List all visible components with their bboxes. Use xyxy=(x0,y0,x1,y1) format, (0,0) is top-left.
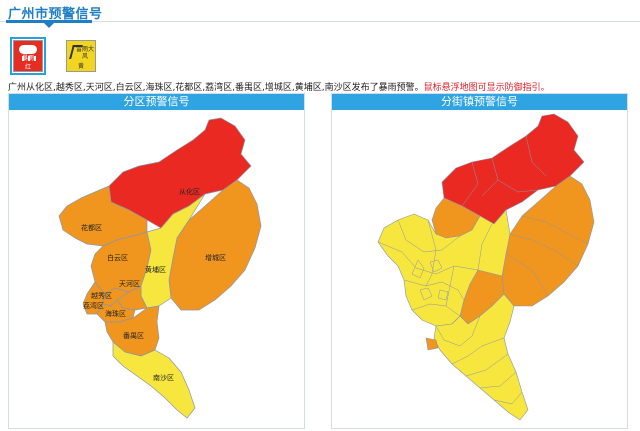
panel-title-district: 分区预警信号 xyxy=(9,94,304,110)
warning-notice: 广州从化区,越秀区,天河区,白云区,海珠区,花都区,荔湾区,番禺区,增城区,黄埔… xyxy=(8,80,636,93)
district-huangpu[interactable] xyxy=(140,193,206,309)
label-haizhu: 海珠区 xyxy=(105,309,126,318)
cloud-icon xyxy=(19,45,37,54)
raindrop xyxy=(28,56,30,61)
label-huadu: 花都区 xyxy=(81,223,102,232)
label-nansha: 南沙区 xyxy=(153,373,174,382)
page-title: 广州市预警信号 xyxy=(8,7,103,22)
district-warning-map[interactable]: 从化区 花都区 增城区 白云区 黄埔区 天河区 越秀区 荔湾区 海珠区 番禺区 … xyxy=(9,110,304,428)
label-liwan: 荔湾区 xyxy=(83,301,104,310)
town-warning-map[interactable] xyxy=(332,110,627,428)
town-region-east-orange[interactable] xyxy=(501,175,595,307)
raindrop xyxy=(34,56,36,61)
title-caret xyxy=(44,23,54,28)
town-warning-panel: 分街镇预警信号 xyxy=(331,93,628,429)
title-underline xyxy=(6,20,92,23)
town-boundaries xyxy=(377,135,589,405)
label-huangpu: 黄埔区 xyxy=(145,265,166,274)
raindrop xyxy=(22,56,24,61)
thunderstorm-wind-warning-icon[interactable]: 雷雨大风 黄 xyxy=(66,40,96,72)
label-tianhe: 天河区 xyxy=(119,280,140,288)
notice-text: 广州从化区,越秀区,天河区,白云区,海珠区,花都区,荔湾区,番禺区,增城区,黄埔… xyxy=(8,83,424,93)
town-region-small-orange[interactable] xyxy=(425,337,439,351)
warning-icon-level: 红 xyxy=(24,64,31,71)
district-nansha[interactable] xyxy=(112,341,196,419)
page-header: 广州市预警信号 xyxy=(0,0,640,28)
label-conghua: 从化区 xyxy=(179,187,200,196)
notice-hint: 鼠标悬浮地图可显示防御指引。 xyxy=(423,83,550,93)
label-yuexiu: 越秀区 xyxy=(91,291,112,300)
warning-icon-level: 黄 xyxy=(77,63,84,70)
label-zengcheng: 增城区 xyxy=(205,253,226,262)
rainstorm-warning-icon[interactable]: 暴雨 红 xyxy=(10,37,46,75)
warning-icon-name: 雷雨大风 xyxy=(75,46,94,60)
district-huadu[interactable] xyxy=(58,185,148,247)
warning-icon-name: 暴雨 xyxy=(21,55,34,62)
district-warning-panel: 分区预警信号 从化区 花都区 xyxy=(8,93,305,429)
label-baiyun: 白云区 xyxy=(107,253,128,262)
panel-title-town: 分街镇预警信号 xyxy=(332,94,627,110)
label-panyu: 番禺区 xyxy=(123,332,144,340)
